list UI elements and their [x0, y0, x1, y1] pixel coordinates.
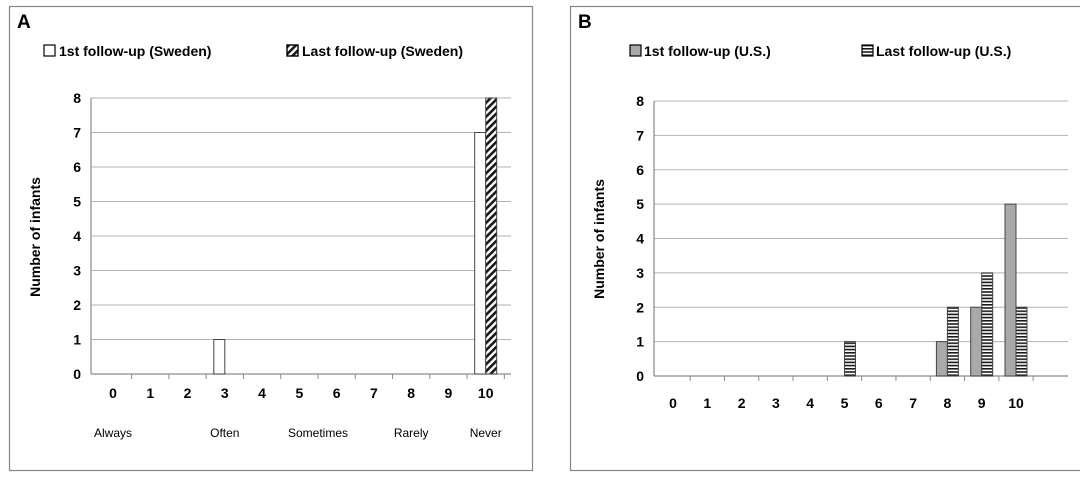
- panel-a: A 1st follow-up (Sweden) Last follow-up …: [10, 7, 533, 471]
- panel-b-x-tick-label: 1: [703, 395, 711, 411]
- panel-a-y-tick-label: 7: [73, 125, 81, 141]
- panel-a-category-descriptor: Rarely: [394, 426, 429, 440]
- panel-a-x-tick-label: 8: [407, 385, 415, 401]
- panel-a-y-tick-label: 0: [73, 366, 81, 382]
- legend-swatch-sweden-first: [44, 45, 55, 56]
- panel-a-x-tick-label: 5: [295, 385, 303, 401]
- panel-a-frame: [10, 7, 533, 471]
- panel-b: B 1st follow-up (U.S.) Last follow-up (U…: [571, 7, 1080, 471]
- legend-label-sweden-last: Last follow-up (Sweden): [302, 43, 463, 59]
- panel-a-x-tick-label: 3: [221, 385, 229, 401]
- panel-b-x-tick-label: 10: [1008, 395, 1024, 411]
- panel-b-x-tick-label: 4: [806, 395, 814, 411]
- panel-b-bar-last-followup: [947, 307, 958, 376]
- panel-a-x-tick-label: 0: [109, 385, 117, 401]
- legend-swatch-us-last: [862, 45, 873, 56]
- panel-a-category-descriptor: Never: [470, 426, 502, 440]
- panel-a-x-tick-label: 7: [370, 385, 378, 401]
- panel-b-y-tick-label: 1: [636, 334, 644, 350]
- panel-b-y-tick-label: 6: [636, 162, 644, 178]
- panel-a-y-tick-label: 1: [73, 332, 81, 348]
- panel-b-bar-last-followup: [845, 342, 856, 376]
- panel-a-category-descriptor: Always: [94, 426, 132, 440]
- panel-a-x-tick-label: 10: [478, 385, 494, 401]
- legend-label-us-first: 1st follow-up (U.S.): [644, 43, 771, 59]
- panel-a-bar-last-followup: [486, 98, 497, 374]
- panel-b-x-tick-label: 8: [944, 395, 952, 411]
- panel-a-x-tick-label: 9: [445, 385, 453, 401]
- panel-b-x-tick-label: 5: [841, 395, 849, 411]
- panel-a-y-tick-label: 3: [73, 263, 81, 279]
- panel-a-x-tick-label: 4: [258, 385, 266, 401]
- panel-a-y-axis-title: Number of infants: [27, 177, 43, 297]
- panel-b-y-tick-label: 0: [636, 368, 644, 384]
- panel-b-bar-last-followup: [1016, 307, 1027, 376]
- panel-a-y-tick-label: 8: [73, 90, 81, 106]
- panel-b-label: B: [578, 12, 592, 33]
- legend-swatch-sweden-last: [287, 45, 298, 56]
- panel-b-y-axis-title: Number of infants: [591, 179, 607, 299]
- panel-b-x-tick-label: 9: [978, 395, 986, 411]
- panel-b-bar-first-followup: [971, 307, 982, 376]
- panel-b-bar-last-followup: [982, 273, 993, 376]
- legend-label-us-last: Last follow-up (U.S.): [876, 43, 1011, 59]
- panel-b-bar-first-followup: [936, 342, 947, 376]
- panel-b-y-tick-label: 7: [636, 127, 644, 143]
- legend-label-sweden-first: 1st follow-up (Sweden): [59, 43, 211, 59]
- panel-b-y-tick-label: 8: [636, 93, 644, 109]
- panel-b-x-tick-label: 3: [772, 395, 780, 411]
- panel-b-x-tick-label: 0: [669, 395, 677, 411]
- panel-a-y-tick-label: 5: [73, 194, 81, 210]
- panel-a-y-tick-label: 2: [73, 297, 81, 313]
- panel-a-x-tick-label: 6: [333, 385, 341, 401]
- panel-b-y-tick-label: 5: [636, 196, 644, 212]
- panel-b-y-tick-label: 2: [636, 299, 644, 315]
- panel-a-y-tick-label: 6: [73, 159, 81, 175]
- panel-a-label: A: [17, 12, 31, 33]
- panel-b-y-tick-label: 3: [636, 265, 644, 281]
- panel-b-y-tick-label: 4: [636, 231, 644, 247]
- panel-a-category-descriptor: Often: [210, 426, 239, 440]
- panel-b-x-tick-label: 2: [738, 395, 746, 411]
- panel-b-bar-first-followup: [1005, 204, 1016, 376]
- panel-a-x-tick-label: 2: [184, 385, 192, 401]
- panel-b-x-tick-label: 7: [909, 395, 917, 411]
- panel-a-x-tick-label: 1: [146, 385, 154, 401]
- panel-a-bar-first-followup: [475, 133, 486, 375]
- legend-swatch-us-first: [630, 45, 641, 56]
- panel-a-y-tick-label: 4: [73, 228, 81, 244]
- panel-a-bar-first-followup: [214, 340, 225, 375]
- panel-b-x-tick-label: 6: [875, 395, 883, 411]
- panel-a-category-descriptor: Sometimes: [288, 426, 348, 440]
